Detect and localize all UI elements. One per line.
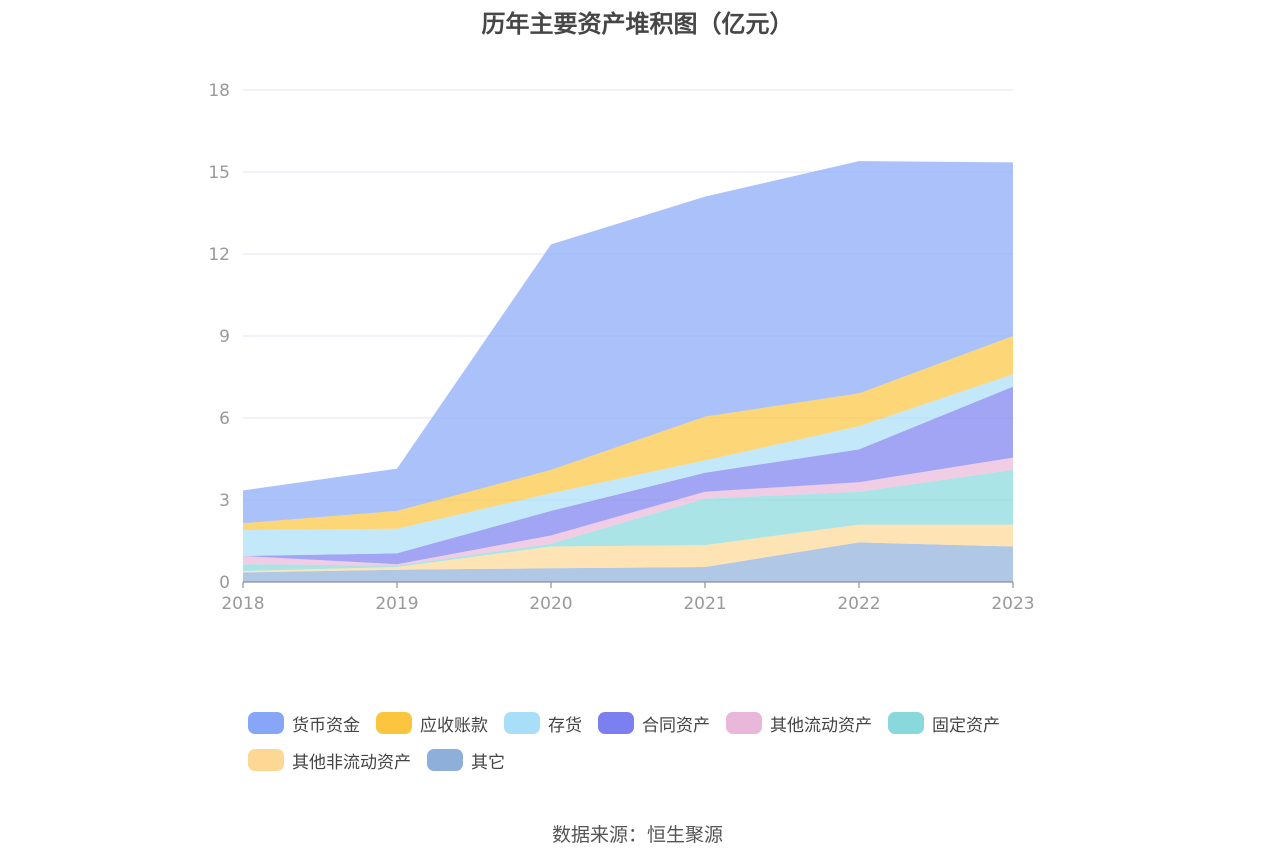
y-tick-label: 18 (208, 81, 230, 101)
chart-title: 历年主要资产堆积图（亿元） (481, 10, 794, 38)
y-tick-label: 12 (208, 245, 230, 265)
legend-swatch (598, 712, 634, 734)
legend-item[interactable]: 固定资产 (888, 708, 1000, 738)
axes: 0 3 6 9 12 15 18 2018 2019 2020 2021 2022 2023 (208, 81, 1034, 614)
area-series-存货 (243, 374, 1013, 556)
legend-item[interactable]: 其他流动资产 (726, 708, 872, 738)
area-series-其他非流动资产 (243, 524, 1013, 573)
legend-swatch (427, 749, 463, 771)
legend-item[interactable]: 合同资产 (598, 708, 710, 738)
legend-label: 固定资产 (932, 715, 1000, 736)
legend-swatch (888, 712, 924, 734)
area-series-货币资金 (243, 161, 1013, 524)
y-tick-label: 6 (219, 409, 230, 429)
y-tick-label: 15 (208, 163, 230, 183)
area-series-其它 (243, 542, 1013, 582)
legend-item[interactable]: 其他非流动资产 (248, 745, 411, 775)
data-source: 数据来源：恒生聚源 (551, 824, 723, 846)
x-tick-label: 2018 (221, 594, 264, 614)
legend-label: 合同资产 (642, 715, 710, 736)
legend-swatch (504, 712, 540, 734)
x-tick-label: 2021 (683, 594, 726, 614)
legend-label: 货币资金 (292, 715, 360, 736)
legend-item[interactable]: 其它 (427, 745, 505, 775)
legend-label: 其它 (471, 752, 505, 773)
area-series-固定资产 (243, 469, 1013, 572)
area-series (243, 161, 1013, 582)
x-tick-label: 2019 (375, 594, 418, 614)
legend-swatch (248, 712, 284, 734)
y-tick-label: 3 (219, 491, 230, 511)
x-tick-label: 2023 (991, 594, 1034, 614)
legend-label: 其他非流动资产 (292, 752, 411, 773)
y-tick-label: 0 (219, 573, 230, 593)
legend-item[interactable]: 存货 (504, 708, 582, 738)
x-tick-label: 2020 (529, 594, 572, 614)
legend-swatch (248, 749, 284, 771)
legend-item[interactable]: 应收账款 (376, 708, 488, 738)
stacked-area-chart: 0 3 6 9 12 15 18 2018 2019 2020 2021 2022 2023 (208, 81, 1034, 614)
legend-label: 存货 (548, 715, 582, 736)
legend-label: 其他流动资产 (770, 715, 872, 736)
legend-swatch (376, 712, 412, 734)
legend-item[interactable]: 货币资金 (248, 708, 360, 738)
y-tick-label: 9 (219, 327, 230, 347)
legend: 货币资金 应收账款 存货 合同资产 其他流动资产 固定资产其他非流动资产 其它 (248, 708, 1048, 782)
x-tick-label: 2022 (837, 594, 880, 614)
legend-swatch (726, 712, 762, 734)
legend-label: 应收账款 (420, 715, 488, 736)
area-series-合同资产 (243, 386, 1013, 565)
